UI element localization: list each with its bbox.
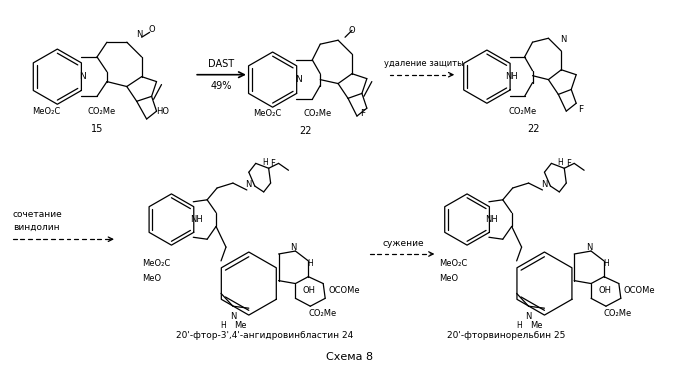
Text: 20'-фтор-3',4'-ангидровинбластин 24: 20'-фтор-3',4'-ангидровинбластин 24 xyxy=(176,331,354,340)
Text: N: N xyxy=(290,243,297,252)
Text: CO₂Me: CO₂Me xyxy=(308,309,337,318)
Text: CO₂Me: CO₂Me xyxy=(509,106,537,116)
Text: NH: NH xyxy=(486,215,498,224)
Text: H: H xyxy=(557,158,564,167)
Text: NH: NH xyxy=(190,215,202,224)
Text: удаление защиты: удаление защиты xyxy=(384,59,463,68)
Text: Me: Me xyxy=(531,321,542,330)
Text: HO: HO xyxy=(157,106,169,116)
Text: DAST: DAST xyxy=(208,59,234,69)
Text: H: H xyxy=(516,321,522,330)
Text: N: N xyxy=(230,312,236,321)
Text: N: N xyxy=(560,35,566,44)
Text: MeO₂C: MeO₂C xyxy=(440,260,468,268)
Text: H: H xyxy=(262,158,267,167)
Text: N: N xyxy=(526,312,532,321)
Text: сужение: сужение xyxy=(383,238,424,248)
Text: MeO: MeO xyxy=(440,274,459,283)
Text: виндолин: виндолин xyxy=(13,223,60,232)
Text: H: H xyxy=(220,321,226,330)
Text: F: F xyxy=(578,105,583,114)
Text: 49%: 49% xyxy=(210,81,232,90)
Text: сочетание: сочетание xyxy=(13,210,62,219)
Text: O: O xyxy=(148,25,155,34)
Text: F: F xyxy=(566,159,570,168)
Text: N: N xyxy=(586,243,592,252)
Text: O: O xyxy=(349,26,356,35)
Text: OCOMe: OCOMe xyxy=(328,286,360,295)
Text: 20'-фторвинорельбин 25: 20'-фторвинорельбин 25 xyxy=(447,331,566,340)
Text: MeO₂C: MeO₂C xyxy=(253,109,281,118)
Text: MeO₂C: MeO₂C xyxy=(141,260,170,268)
Text: F: F xyxy=(360,109,365,118)
Text: MeO₂C: MeO₂C xyxy=(32,106,61,116)
Text: 22: 22 xyxy=(527,124,540,134)
Text: Me: Me xyxy=(234,321,247,330)
Text: CO₂Me: CO₂Me xyxy=(87,106,116,116)
Text: H: H xyxy=(603,260,609,268)
Text: CO₂Me: CO₂Me xyxy=(604,309,632,318)
Text: OCOMe: OCOMe xyxy=(624,286,655,295)
Text: NH: NH xyxy=(505,72,518,81)
Text: N: N xyxy=(541,180,547,189)
Text: CO₂Me: CO₂Me xyxy=(303,109,332,118)
Text: 22: 22 xyxy=(299,126,312,136)
Text: N: N xyxy=(136,30,143,39)
Text: OH: OH xyxy=(598,286,611,295)
Text: 15: 15 xyxy=(91,124,103,134)
Text: MeO: MeO xyxy=(141,274,161,283)
Text: N: N xyxy=(295,75,302,84)
Text: OH: OH xyxy=(302,286,316,295)
Text: Схема 8: Схема 8 xyxy=(326,352,374,363)
Text: N: N xyxy=(246,180,252,189)
Text: F: F xyxy=(270,159,275,168)
Text: N: N xyxy=(79,72,85,81)
Text: H: H xyxy=(307,260,313,268)
